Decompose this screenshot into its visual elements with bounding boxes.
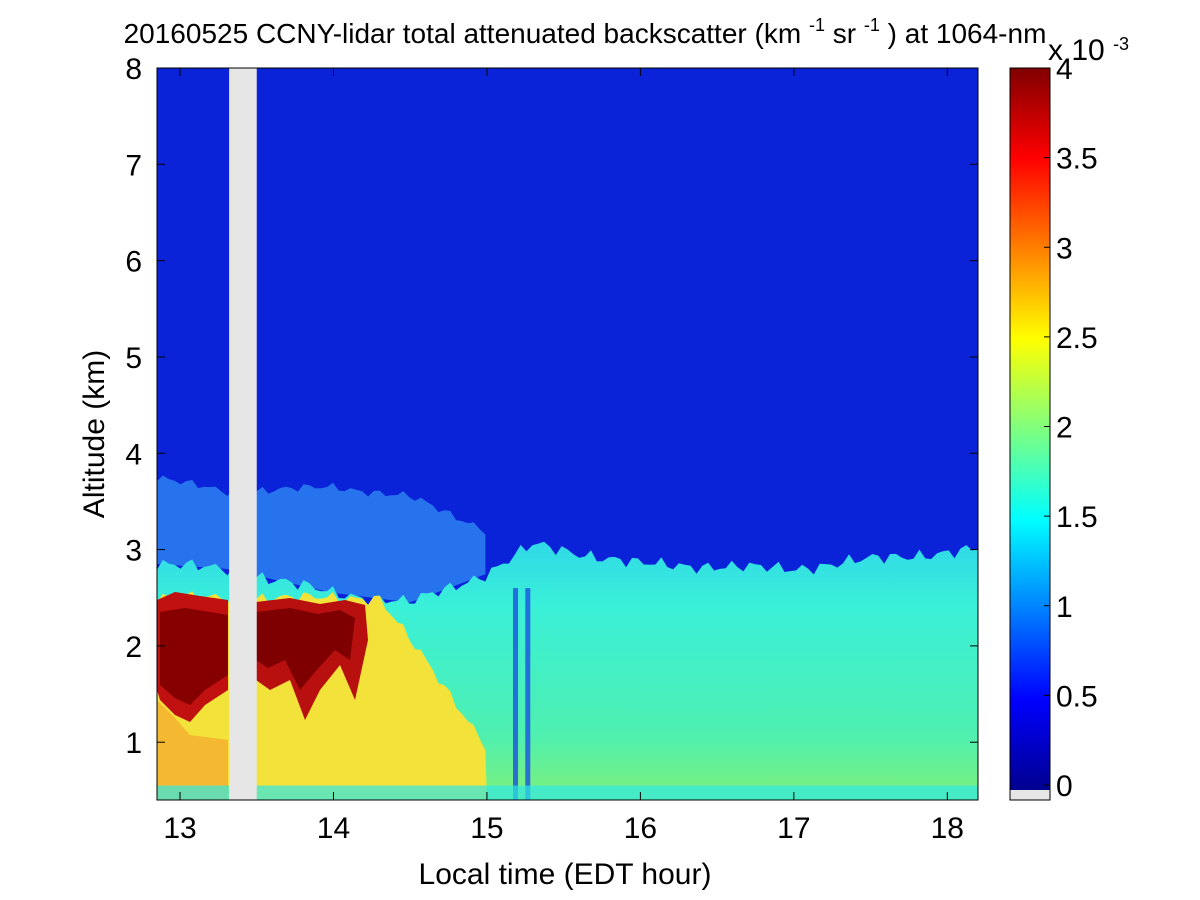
x-tick-label: 18 — [931, 812, 964, 845]
colorbar — [1010, 68, 1050, 790]
y-tick-label: 6 — [125, 246, 142, 279]
title-text: CCNY-lidar total attenuated backscatter … — [256, 18, 801, 49]
y-axis: 1 2 3 4 5 6 7 8 — [125, 53, 978, 760]
title-wavelength: ) at 1064-nm — [888, 18, 1047, 49]
data-gap — [229, 68, 257, 800]
dense-aerosol-core — [256, 608, 355, 690]
plot-area — [157, 68, 978, 800]
colorbar-scale-exponent: -3 — [1113, 34, 1129, 54]
x-tick-label: 17 — [777, 812, 810, 845]
surface-band — [157, 785, 978, 800]
colorbar-tick-label: 1.5 — [1056, 501, 1098, 534]
x-axis-title: Local time (EDT hour) — [419, 858, 712, 891]
aerosol-layers — [157, 68, 978, 800]
dense-aerosol-core — [160, 608, 228, 705]
high-backscatter-layer — [157, 700, 228, 800]
signal-attenuation-streak — [525, 588, 531, 800]
title-km-exponent: -1 — [809, 15, 825, 35]
x-tick-label: 13 — [163, 812, 196, 845]
colorbar-tick-label: 3 — [1056, 232, 1073, 265]
title-sr-unit: sr — [833, 18, 856, 49]
colorbar-nodata-swatch — [1010, 790, 1050, 800]
y-tick-label: 7 — [125, 149, 142, 182]
x-tick-label: 16 — [624, 812, 657, 845]
plot-frame — [156, 67, 979, 801]
colorbar-tick-label: 2.5 — [1056, 322, 1098, 355]
chart-title: 20160525 CCNY-lidar total attenuated bac… — [124, 6, 1047, 49]
colorbar-tick-label: 0 — [1056, 770, 1073, 803]
colorbar-frame — [1009, 67, 1051, 801]
colorbar-scale-label: x 10 -3 — [1048, 34, 1129, 67]
y-tick-label: 5 — [125, 342, 142, 375]
title-date: 20160525 — [124, 18, 249, 49]
x-tick-label: 15 — [470, 812, 503, 845]
y-axis-title: Altitude (km) — [78, 350, 111, 518]
y-tick-label: 4 — [125, 438, 142, 471]
y-tick-label: 2 — [125, 631, 142, 664]
y-tick-label: 3 — [125, 535, 142, 568]
colorbar-scale-base: x 10 — [1048, 34, 1105, 67]
colorbar-tick-label: 4 — [1056, 53, 1073, 86]
colorbar-tick-label: 3.5 — [1056, 143, 1098, 176]
colorbar-axis: 0 0.5 1 1.5 2 2.5 3 3.5 4 — [1044, 53, 1098, 803]
signal-attenuation-streak — [513, 588, 519, 800]
colorbar-tick-label: 0.5 — [1056, 680, 1098, 713]
colorbar-tick-label: 1 — [1056, 591, 1073, 624]
x-tick-label: 14 — [317, 812, 350, 845]
y-tick-label: 8 — [125, 53, 142, 86]
colorbar-tick-label: 2 — [1056, 412, 1073, 445]
x-axis: 13 14 15 16 17 18 — [163, 68, 964, 845]
title-sr-exponent: -1 — [864, 15, 880, 35]
y-tick-label: 1 — [125, 727, 142, 760]
